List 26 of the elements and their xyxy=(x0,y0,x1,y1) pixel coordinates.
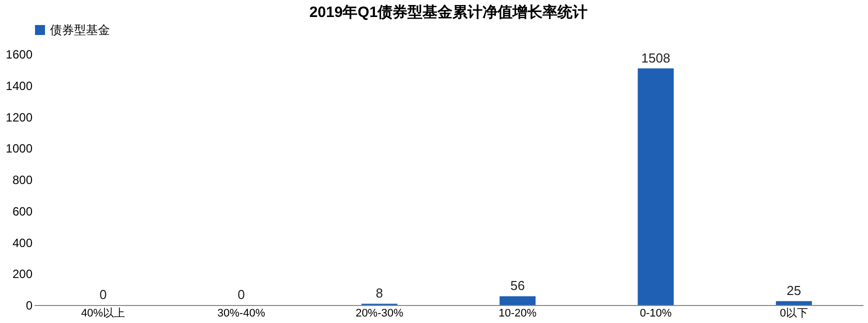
data-label: 8 xyxy=(376,286,384,301)
data-label: 0 xyxy=(238,287,245,302)
y-tick-label: 1000 xyxy=(6,142,33,156)
x-tick-label: 10-20% xyxy=(498,308,537,320)
chart-title: 2019年Q1债券型基金累计净值增长率统计 xyxy=(309,3,588,21)
data-label: 25 xyxy=(786,283,802,298)
y-tick-label: 1400 xyxy=(6,78,33,93)
y-tick-label: 400 xyxy=(12,236,33,250)
x-tick-label: 30%-40% xyxy=(217,308,266,320)
y-tick-label: 600 xyxy=(12,204,33,218)
data-label: 0 xyxy=(99,287,107,302)
bar xyxy=(500,296,536,305)
bar xyxy=(776,301,812,305)
bar xyxy=(638,68,674,305)
data-label: 1508 xyxy=(641,50,670,66)
data-label: 56 xyxy=(510,278,525,294)
x-tick-label: 20%-30% xyxy=(356,308,404,320)
y-tick-label: 1200 xyxy=(6,110,33,124)
x-tick-label: 0-10% xyxy=(640,308,672,320)
y-tick-label: 800 xyxy=(12,173,33,187)
y-tick-label: 1600 xyxy=(6,48,33,62)
x-tick-label: 0以下 xyxy=(780,306,808,320)
legend-label: 债券型基金 xyxy=(50,23,110,37)
y-tick-label: 0 xyxy=(26,298,33,312)
y-tick-label: 200 xyxy=(12,267,33,282)
x-tick-label: 40%以上 xyxy=(81,306,126,320)
